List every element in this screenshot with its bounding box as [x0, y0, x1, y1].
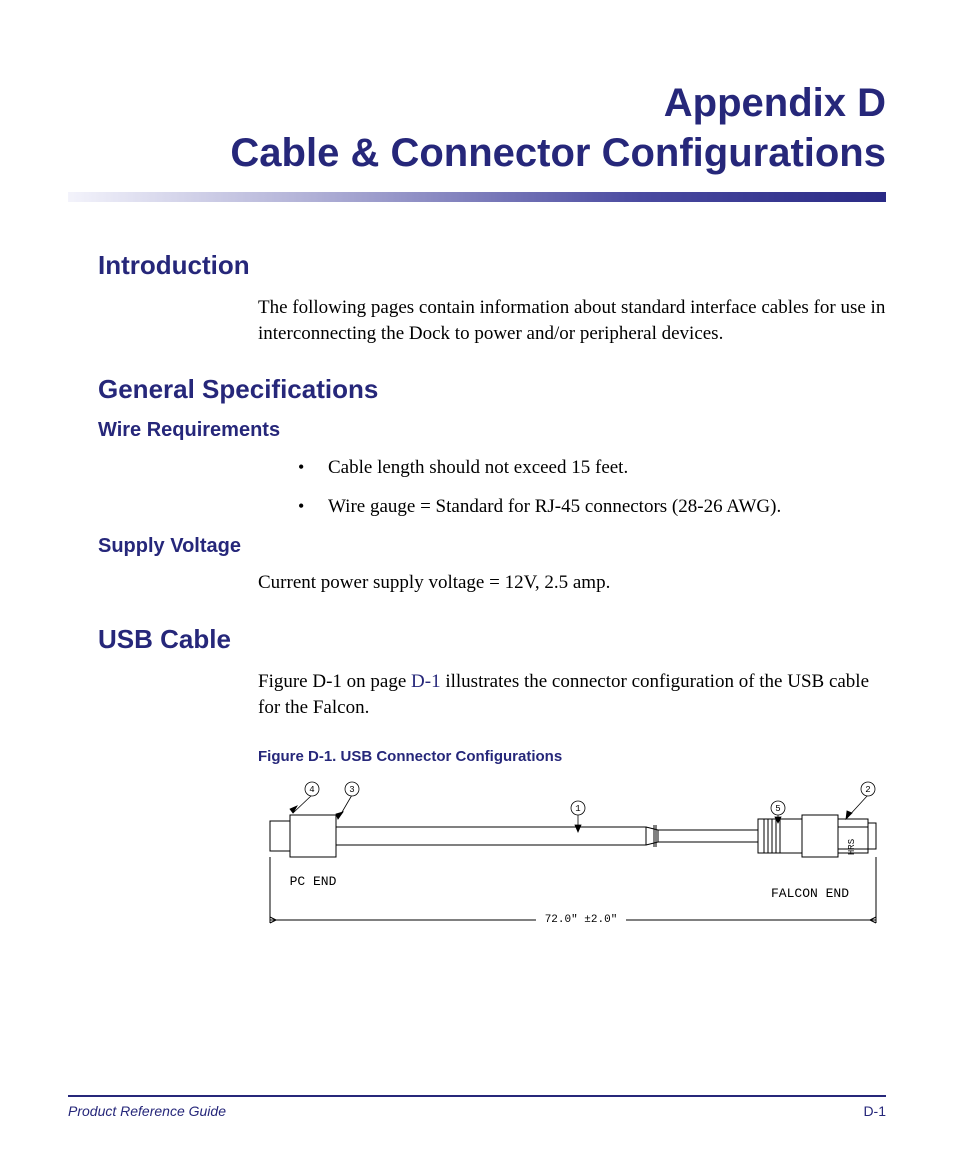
appendix-title-line2: Cable & Connector Configurations — [68, 128, 886, 178]
title-rule — [68, 192, 886, 202]
supply-voltage-body: Current power supply voltage = 12V, 2.5 … — [258, 570, 886, 596]
footer-guide-title: Product Reference Guide — [68, 1103, 226, 1119]
callout-5: 5 — [775, 804, 780, 814]
figure-usb-connector: 4 3 1 5 2 — [258, 775, 898, 950]
page-footer: Product Reference Guide D-1 — [68, 1095, 886, 1119]
figure-caption: Figure D-1. USB Connector Configurations — [258, 748, 886, 765]
usb-cable-body: Figure D-1 on page D-1 illustrates the c… — [258, 669, 886, 720]
footer-page-number: D-1 — [863, 1103, 886, 1119]
heading-usb-cable: USB Cable — [98, 624, 886, 655]
label-hrs: HRS — [847, 839, 857, 855]
heading-introduction: Introduction — [98, 250, 886, 281]
callout-2: 2 — [865, 785, 870, 795]
usb-connector-diagram: 4 3 1 5 2 — [258, 775, 898, 945]
list-item: Cable length should not exceed 15 feet. — [298, 454, 886, 483]
wire-requirements-list: Cable length should not exceed 15 feet. … — [298, 454, 886, 521]
label-falcon-end: FALCON END — [771, 886, 849, 901]
figure-link[interactable]: D-1 — [411, 671, 441, 692]
appendix-title-line1: Appendix D — [68, 78, 886, 128]
heading-supply-voltage: Supply Voltage — [98, 535, 886, 558]
usb-body-pre: Figure D-1 on page — [258, 671, 411, 692]
appendix-title: Appendix D Cable & Connector Configurati… — [68, 78, 886, 178]
intro-body: The following pages contain information … — [258, 295, 886, 346]
label-dimension: 72.0" ±2.0" — [545, 914, 618, 926]
footer-rule — [68, 1095, 886, 1097]
heading-general-specs: General Specifications — [98, 374, 886, 405]
callout-4: 4 — [309, 785, 314, 795]
list-item: Wire gauge = Standard for RJ-45 connecto… — [298, 493, 886, 522]
callout-3: 3 — [349, 785, 354, 795]
callout-1: 1 — [575, 804, 580, 814]
heading-wire-requirements: Wire Requirements — [98, 419, 886, 442]
label-pc-end: PC END — [290, 874, 337, 889]
